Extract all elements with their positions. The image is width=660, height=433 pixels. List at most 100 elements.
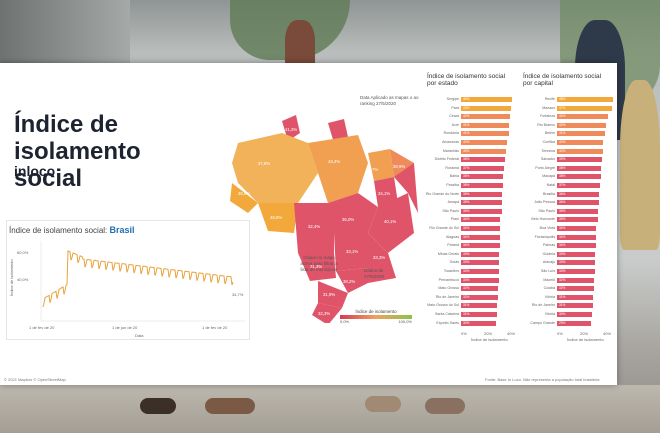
map-note-data: Dados de 27/5/2020 <box>364 268 385 279</box>
ranking-row[interactable]: Goiás 33% <box>450 260 519 266</box>
state-piaui[interactable] <box>374 177 398 207</box>
ranking-row[interactable]: Vitória 30% <box>545 312 615 317</box>
ranking-row[interactable]: Manaus 47% <box>542 105 615 111</box>
state-parana[interactable] <box>318 281 348 308</box>
ranking-row[interactable]: Aracaju 33% <box>543 260 615 266</box>
ranking-row[interactable]: Santa Catarina 31% <box>435 312 519 317</box>
ranking-label: São Paulo <box>538 208 555 213</box>
ranking-row[interactable]: Cuiabá 32% <box>544 286 615 292</box>
ranking-label: Cuiabá <box>543 286 555 291</box>
ranking-row[interactable]: São Paulo 35% <box>538 208 615 214</box>
ranking-row[interactable]: Goiânia 33% <box>543 251 615 257</box>
state-para[interactable] <box>308 135 368 203</box>
ranking-row[interactable]: Rondônia 41% <box>444 131 519 137</box>
ranking-row[interactable]: Florianópolis 34% <box>535 234 615 240</box>
ranking-value: 36% <box>463 183 470 187</box>
line-chart-card: Índice de isolamento social: Brasil 60,0… <box>6 220 250 340</box>
ranking-row[interactable]: Rio de Janeiro 31% <box>532 303 615 309</box>
ranking-row[interactable]: Alagoas 34% <box>446 234 519 240</box>
ranking-bar: 44% <box>461 97 513 102</box>
state-acre[interactable] <box>230 183 258 213</box>
state-tocantins[interactable] <box>328 193 378 233</box>
ranking-value: 33% <box>463 251 470 256</box>
ranking-row[interactable]: Campo Grande 29% <box>530 320 615 326</box>
state-maranhao[interactable] <box>368 149 394 181</box>
ranking-row[interactable]: Ceará 42% <box>449 114 519 120</box>
ranking-label: Mato Grosso do Sul <box>427 303 459 308</box>
ranking-row[interactable]: Amapá 35% <box>448 200 519 206</box>
ranking-row[interactable]: Amazonas 40% <box>442 140 519 145</box>
ranking-row[interactable]: Rio de Janeiro 32% <box>436 294 519 300</box>
ranking-axis-tick: 0% <box>557 331 563 337</box>
dashboard-panel: Índice de isolamento social inloco Índic… <box>0 63 617 385</box>
ranking-row[interactable]: Natal 37% <box>547 183 615 188</box>
ranking-label: Manaus <box>542 105 555 110</box>
ranking-row[interactable]: Tocantins 33% <box>444 269 519 274</box>
ranking-row[interactable]: Mato Grosso do Sul 31% <box>427 303 519 309</box>
state-sao-paulo[interactable] <box>336 268 368 293</box>
ranking-row[interactable]: Fortaleza 44% <box>540 114 615 120</box>
state-pernambuco[interactable] <box>394 163 418 213</box>
ranking-row[interactable]: Brasília 36% <box>543 191 615 197</box>
state-minas-gerais[interactable] <box>368 233 396 283</box>
ranking-label: Palmas <box>543 243 555 248</box>
ranking-value: 39% <box>463 148 470 153</box>
ranking-row[interactable]: Maranhão 39% <box>443 148 519 154</box>
ranking-row[interactable]: Sergipe 44% <box>447 97 519 102</box>
state-roraima[interactable] <box>282 115 300 141</box>
ranking-row[interactable]: Bahia 36% <box>450 174 519 180</box>
brazil-map[interactable]: 41,3% 37,8% 43,4% 36,7% 38,9% 38,8% 48,8… <box>218 103 418 323</box>
ranking-row[interactable]: Roraima 37% <box>445 165 519 171</box>
state-mato-grosso-do-sul[interactable] <box>298 253 336 281</box>
state-rio-grande-do-sul[interactable] <box>312 303 342 323</box>
ranking-row[interactable]: Recife 48% <box>545 97 615 102</box>
ranking-row[interactable]: Boa Vista 34% <box>540 226 615 231</box>
ranking-row[interactable]: Rio Branco 42% <box>537 122 615 128</box>
ranking-row[interactable]: Acre 41% <box>452 122 519 128</box>
state-rondonia[interactable] <box>258 203 298 233</box>
ranking-row[interactable]: Belém 41% <box>545 131 615 137</box>
ranking-bar: 33% <box>461 260 500 266</box>
ranking-row[interactable]: Macapá 38% <box>542 174 615 180</box>
ranking-bar: 41% <box>461 131 509 137</box>
ranking-label: Mato Grosso <box>438 286 459 291</box>
ranking-row[interactable]: Belo Horizonte 35% <box>531 217 615 223</box>
ranking-bar: 40% <box>557 140 604 145</box>
ranking-row[interactable]: Piauí 34% <box>451 217 519 223</box>
ranking-row[interactable]: Vitória 31% <box>545 294 615 300</box>
ranking-label: Vitória <box>544 294 555 299</box>
ranking-row[interactable]: São Luís 33% <box>541 269 615 274</box>
ranking-bar: 31% <box>557 303 593 309</box>
state-bahia[interactable] <box>368 193 414 253</box>
shoe <box>140 398 176 414</box>
ranking-row[interactable]: Maceió 32% <box>543 277 615 283</box>
ranking-row[interactable]: Rio Grande do Sul 34% <box>429 226 519 231</box>
region-selector[interactable]: Brasil <box>109 225 135 235</box>
ranking-row[interactable]: Paraná 34% <box>447 243 519 249</box>
ranking-row[interactable]: Salvador 39% <box>541 157 615 163</box>
ranking-row[interactable]: Porto Alegre 38% <box>535 165 615 171</box>
ranking-row[interactable]: São Paulo 35% <box>442 208 519 214</box>
ranking-bar: 35% <box>557 217 598 223</box>
ranking-value: 34% <box>463 243 470 248</box>
state-amapa[interactable] <box>328 119 348 143</box>
ranking-row[interactable]: João Pessoa 36% <box>534 200 615 206</box>
ranking-row[interactable]: Palmas 34% <box>543 243 615 249</box>
ranking-row[interactable]: Rio Grande do Norte 35% <box>426 191 519 197</box>
ranking-row[interactable]: Minas Gerais 33% <box>438 251 519 257</box>
ranking-row[interactable]: Mato Grosso 32% <box>438 286 519 292</box>
map-value: 38,9% <box>393 164 405 169</box>
ranking-row[interactable]: Pernambuco 33% <box>439 277 519 283</box>
ranking-row[interactable]: Paraíba 36% <box>446 183 519 188</box>
state-amazonas[interactable] <box>232 133 318 203</box>
ranking-label: Bahia <box>449 174 459 179</box>
state-mato-grosso[interactable] <box>294 203 334 253</box>
ranking-row[interactable]: Espírito Santo 30% <box>436 320 519 326</box>
ranking-row[interactable]: Pará 43% <box>451 105 519 111</box>
ranking-row[interactable]: Distrito Federal 38% <box>435 157 519 163</box>
ranking-label: João Pessoa <box>534 200 555 205</box>
state-goias[interactable] <box>334 233 368 271</box>
ranking-row[interactable]: Curitiba 40% <box>543 140 615 145</box>
ranking-bar: 33% <box>557 260 596 266</box>
ranking-row[interactable]: Teresina 40% <box>541 148 615 154</box>
